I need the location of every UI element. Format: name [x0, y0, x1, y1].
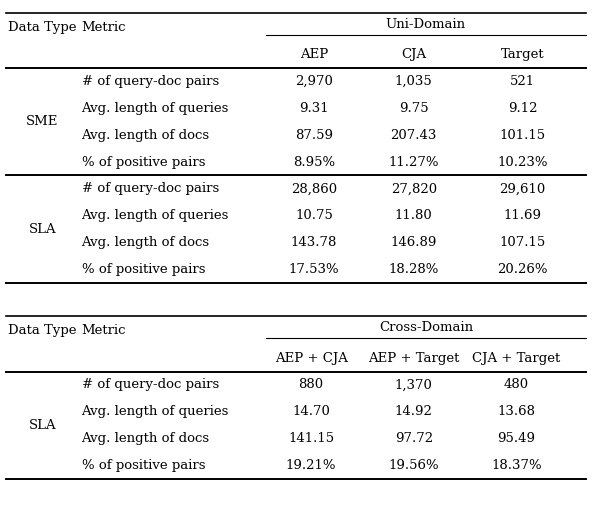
Text: % of positive pairs: % of positive pairs — [82, 263, 205, 276]
Text: 2,970: 2,970 — [295, 75, 333, 88]
Text: 521: 521 — [510, 75, 535, 88]
Text: 10.75: 10.75 — [295, 209, 333, 222]
Text: AEP + Target: AEP + Target — [368, 351, 460, 365]
Text: 20.26%: 20.26% — [497, 263, 548, 276]
Text: 14.70: 14.70 — [292, 405, 330, 418]
Text: 107.15: 107.15 — [500, 236, 545, 249]
Text: 19.56%: 19.56% — [388, 459, 439, 472]
Text: Cross-Domain: Cross-Domain — [379, 321, 473, 334]
Text: Data Type: Data Type — [8, 21, 77, 34]
Text: Data Type: Data Type — [8, 324, 77, 337]
Text: AEP: AEP — [300, 48, 328, 61]
Text: 11.69: 11.69 — [504, 209, 541, 222]
Text: 97.72: 97.72 — [394, 432, 433, 445]
Text: 880: 880 — [298, 378, 324, 392]
Text: CJA + Target: CJA + Target — [472, 351, 561, 365]
Text: 11.80: 11.80 — [395, 209, 432, 222]
Text: AEP + CJA: AEP + CJA — [275, 351, 347, 365]
Text: CJA: CJA — [401, 48, 426, 61]
Text: % of positive pairs: % of positive pairs — [82, 155, 205, 169]
Text: SLA: SLA — [28, 222, 56, 236]
Text: 14.92: 14.92 — [395, 405, 432, 418]
Text: 18.28%: 18.28% — [388, 263, 439, 276]
Text: 146.89: 146.89 — [391, 236, 437, 249]
Text: 95.49: 95.49 — [498, 432, 535, 445]
Text: 9.12: 9.12 — [508, 102, 537, 115]
Text: # of query-doc pairs: # of query-doc pairs — [82, 75, 219, 88]
Text: 1,370: 1,370 — [395, 378, 432, 392]
Text: % of positive pairs: % of positive pairs — [82, 459, 205, 472]
Text: 19.21%: 19.21% — [286, 459, 336, 472]
Text: Metric: Metric — [82, 324, 126, 337]
Text: SME: SME — [26, 115, 59, 128]
Text: 18.37%: 18.37% — [491, 459, 542, 472]
Text: Avg. length of docs: Avg. length of docs — [82, 236, 210, 249]
Text: 28,860: 28,860 — [291, 182, 337, 196]
Text: Target: Target — [501, 48, 544, 61]
Text: # of query-doc pairs: # of query-doc pairs — [82, 378, 219, 392]
Text: Avg. length of docs: Avg. length of docs — [82, 128, 210, 142]
Text: 29,610: 29,610 — [500, 182, 545, 196]
Text: 27,820: 27,820 — [391, 182, 437, 196]
Text: Avg. length of queries: Avg. length of queries — [82, 102, 229, 115]
Text: 9.75: 9.75 — [399, 102, 429, 115]
Text: SLA: SLA — [28, 418, 56, 432]
Text: 141.15: 141.15 — [288, 432, 334, 445]
Text: Uni-Domain: Uni-Domain — [386, 18, 466, 31]
Text: 87.59: 87.59 — [295, 128, 333, 142]
Text: 9.31: 9.31 — [299, 102, 329, 115]
Text: 480: 480 — [504, 378, 529, 392]
Text: 143.78: 143.78 — [291, 236, 337, 249]
Text: 17.53%: 17.53% — [289, 263, 339, 276]
Text: 207.43: 207.43 — [391, 128, 437, 142]
Text: Metric: Metric — [82, 21, 126, 34]
Text: 10.23%: 10.23% — [497, 155, 548, 169]
Text: 11.27%: 11.27% — [388, 155, 439, 169]
Text: Avg. length of queries: Avg. length of queries — [82, 209, 229, 222]
Text: 101.15: 101.15 — [500, 128, 545, 142]
Text: 1,035: 1,035 — [395, 75, 432, 88]
Text: Avg. length of queries: Avg. length of queries — [82, 405, 229, 418]
Text: # of query-doc pairs: # of query-doc pairs — [82, 182, 219, 196]
Text: 8.95%: 8.95% — [293, 155, 335, 169]
Text: 13.68: 13.68 — [498, 405, 535, 418]
Text: Avg. length of docs: Avg. length of docs — [82, 432, 210, 445]
